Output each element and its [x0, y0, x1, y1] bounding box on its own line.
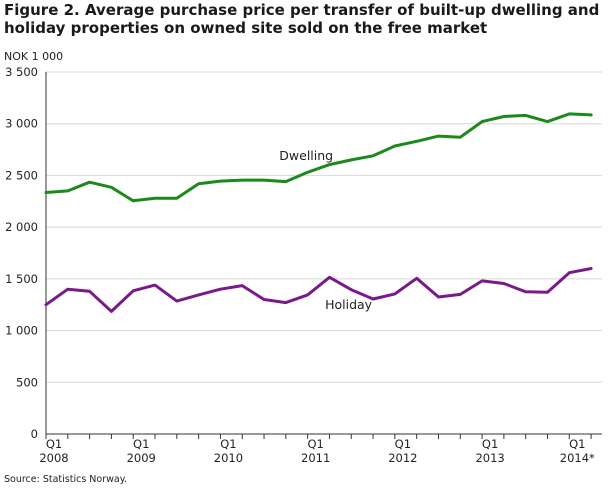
x-tick-label-year: 2010	[214, 451, 243, 465]
x-tick-label-quarter: Q1	[46, 437, 62, 451]
y-tick-label: 2 000	[5, 220, 38, 234]
series-line-dwelling	[44, 112, 593, 203]
y-tick-label: 1 000	[5, 324, 38, 338]
x-tick-label-quarter: Q1	[307, 437, 323, 451]
x-tick-label-year: 2008	[39, 451, 68, 465]
x-tick-label-year: 2009	[127, 451, 156, 465]
y-tick-label: 3 500	[5, 65, 38, 79]
y-tick-label: 0	[31, 427, 38, 441]
x-tick-label-year: 2013	[475, 451, 504, 465]
series-label-holiday: Holiday	[325, 297, 373, 312]
series-label-dwelling: Dwelling	[279, 148, 333, 163]
x-tick-label-quarter: Q1	[569, 437, 585, 451]
x-tick-label-quarter: Q1	[220, 437, 236, 451]
x-tick-label-quarter: Q1	[133, 437, 149, 451]
y-tick-label: 2 500	[5, 168, 38, 182]
x-tick-label-year: 2014*	[560, 451, 595, 465]
y-axis-unit-label: NOK 1 000	[4, 50, 64, 63]
chart-title: Figure 2. Average purchase price per tra…	[4, 1, 600, 37]
y-tick-label: 500	[16, 375, 38, 389]
y-tick-label: 3 000	[5, 117, 38, 131]
x-tick-label-year: 2011	[301, 451, 330, 465]
x-tick-label-year: 2012	[388, 451, 417, 465]
source-note: Source: Statistics Norway.	[4, 474, 127, 485]
x-tick-label-quarter: Q1	[482, 437, 498, 451]
y-tick-label: 1 500	[5, 272, 38, 286]
series-line-holiday	[44, 267, 593, 313]
x-tick-label-quarter: Q1	[395, 437, 411, 451]
